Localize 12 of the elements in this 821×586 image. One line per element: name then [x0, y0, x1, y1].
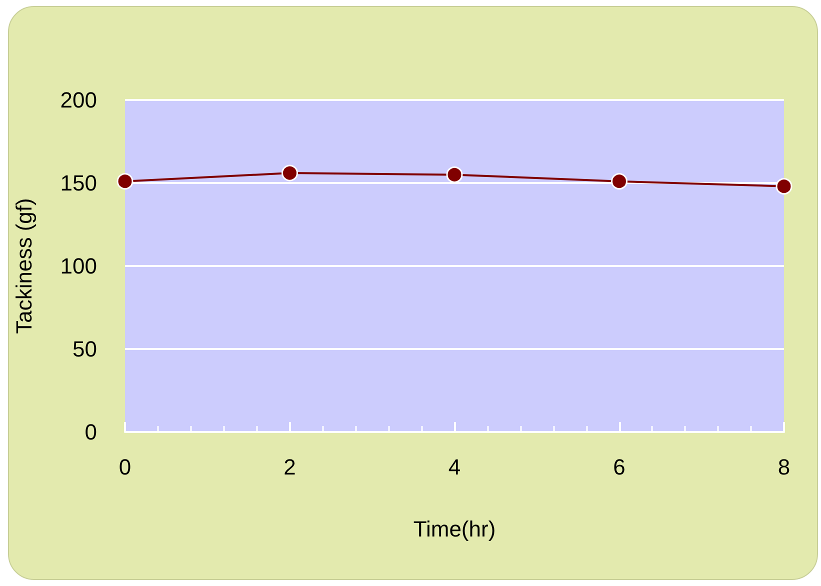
y-tick-label: 100 [60, 254, 97, 278]
y-axis-title: Tackiness (gf) [12, 198, 36, 334]
y-tick-label: 150 [60, 170, 97, 196]
x-axis-title: Time(hr) [413, 516, 496, 542]
x-tick-label: 0 [118, 454, 132, 480]
x-tick-label: 2 [284, 454, 296, 480]
y-tick-label: 0 [84, 420, 97, 444]
y-tick-label: 200 [60, 88, 97, 112]
x-tick-label: 4 [448, 454, 461, 480]
x-tick-label: 6 [613, 454, 626, 480]
x-tick-label: 8 [778, 454, 790, 480]
y-tick-label: 50 [72, 336, 97, 362]
